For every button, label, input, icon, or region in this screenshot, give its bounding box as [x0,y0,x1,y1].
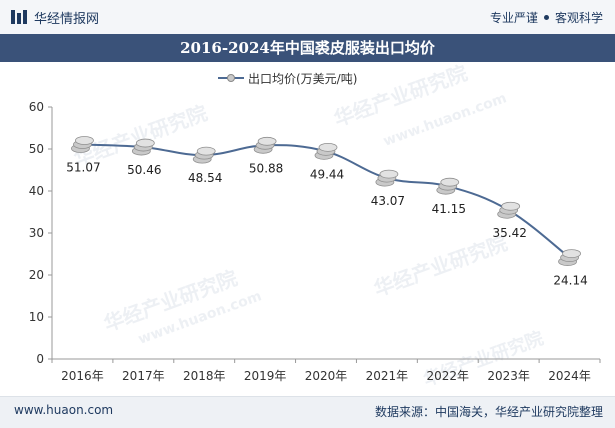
x-tick-label: 2021年 [366,369,409,383]
x-tick-label: 2018年 [183,369,226,383]
series-line [82,143,571,259]
y-tick-label: 10 [29,310,44,324]
tagline-right: 客观科学 [554,10,603,25]
x-tick-label: 2022年 [427,369,470,383]
y-tick-label: 50 [29,142,44,156]
x-tick-label: 2019年 [244,369,287,383]
brand-logo-icon [11,10,27,24]
chart-title: 2016-2024年中国裘皮服装出口均价 [180,39,435,57]
data-label: 50.88 [249,161,283,175]
footer-source: 数据来源：中国海关，华经产业研究院整理 [374,405,603,419]
x-tick-label: 2024年 [548,369,591,383]
y-tick-label: 30 [29,226,44,240]
x-tick-label: 2016年 [61,369,104,383]
data-label: 43.07 [371,194,405,208]
data-label: 50.46 [127,163,161,177]
footer: www.huaon.com 数据来源：中国海关，华经产业研究院整理 [0,396,615,428]
y-tick-label: 60 [29,100,44,114]
data-label: 35.42 [492,226,526,240]
y-tick-label: 0 [36,352,44,366]
data-label: 48.54 [188,171,222,185]
legend-label: 出口均价(万美元/吨) [248,71,358,86]
data-point-marker [558,249,581,267]
data-point-marker [436,177,460,195]
brand[interactable]: 华经情报网 [10,8,100,27]
tagline-dot-icon [543,14,549,20]
data-label: 41.15 [432,202,466,216]
footer-website[interactable]: www.huaon.com [14,403,114,417]
legend[interactable]: 出口均价(万美元/吨) [218,70,357,86]
data-label: 49.44 [310,167,344,181]
data-point-marker [375,169,399,187]
y-tick-label: 20 [29,268,44,282]
data-point-marker [192,146,216,164]
brand-name: 华经情报网 [34,11,100,27]
line-chart: 0 10 20 30 40 50 60 2016年 2017年 2018年 2019年 2020年 20… [29,100,601,383]
data-point-marker [497,201,521,219]
title-band: 2016-2024年中国裘皮服装出口均价 [0,34,615,62]
data-point-marker [131,138,155,156]
data-label: 51.07 [66,161,100,175]
x-tick-label: 2023年 [487,369,530,383]
data-point-marker [71,136,94,153]
data-point-marker [314,142,338,160]
x-tick-label: 2020年 [305,369,348,383]
data-point-marker [253,136,277,154]
tagline: 专业严谨 客观科学 [490,8,603,26]
data-label: 24.14 [553,274,587,288]
x-tick-label: 2017年 [122,369,165,383]
y-tick-label: 40 [29,184,44,198]
legend-line-icon [218,74,244,82]
tagline-left: 专业严谨 [489,10,538,25]
